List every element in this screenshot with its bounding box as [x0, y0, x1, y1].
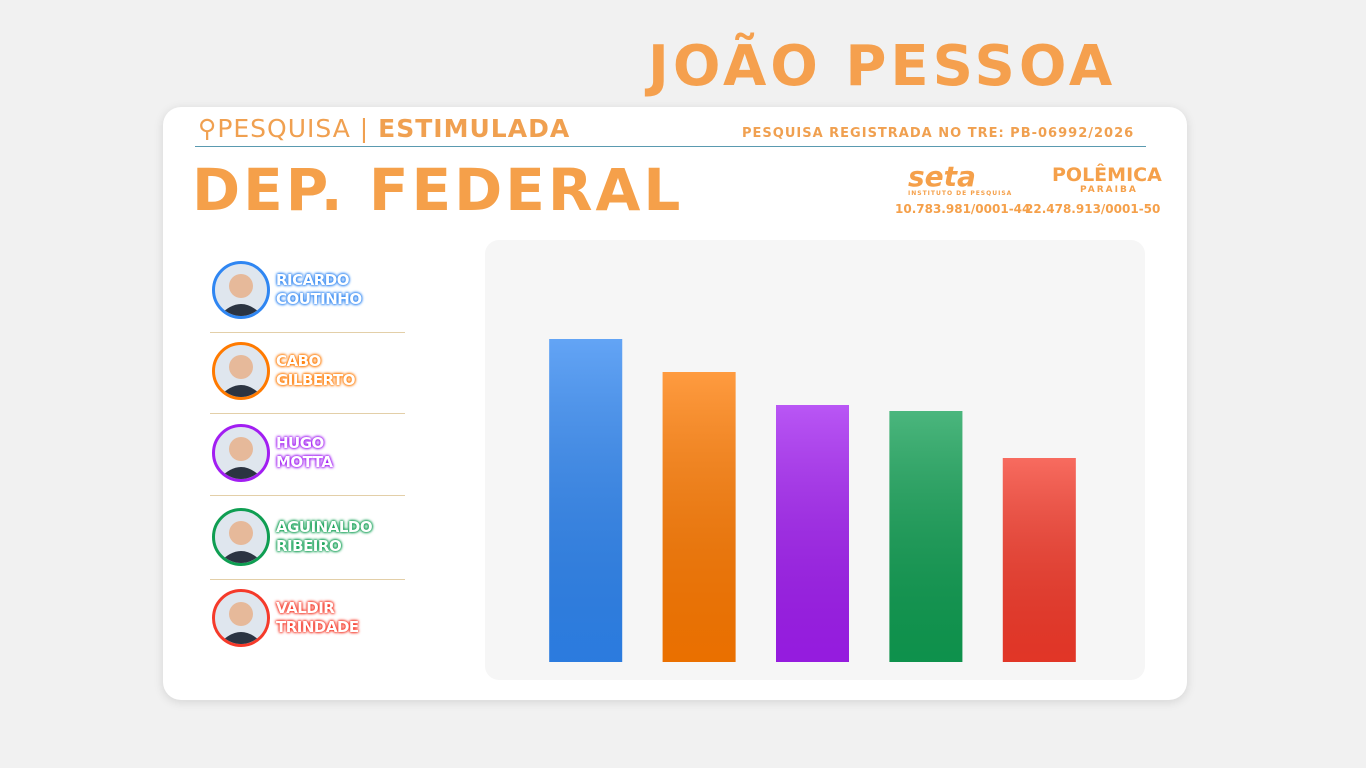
separator [210, 579, 405, 580]
title: JOÃO PESSOA [648, 34, 1117, 99]
bar-shine [889, 411, 963, 662]
face-icon [219, 355, 263, 397]
separator [210, 413, 405, 414]
bar-shine [776, 405, 849, 662]
bar-shine [549, 339, 623, 662]
survey: PESQUISA [217, 114, 351, 143]
office: DEP. FEDERAL [192, 156, 684, 224]
separator [210, 332, 405, 333]
bar-shine [662, 372, 736, 662]
chart [485, 240, 1145, 680]
rule [195, 146, 1146, 147]
candidate-photo [212, 424, 270, 482]
separator [210, 495, 405, 496]
institute-id: 10.783.981/0001-44 [895, 202, 1031, 216]
face-icon [219, 602, 263, 644]
bar-shine [1002, 458, 1076, 662]
institute-logo: seta [908, 160, 976, 193]
face-icon [219, 521, 263, 563]
survey-heading: ⚲PESQUISA | ESTIMULADA [198, 114, 571, 143]
candidate-name: HUGO MOTTA [276, 434, 333, 471]
candidate-photo [212, 589, 270, 647]
candidate-name: VALDIR TRINDADE [276, 599, 359, 636]
candidate-photo [212, 342, 270, 400]
candidate-photo [212, 261, 270, 319]
institute-sub: INSTITUTO DE PESQUISA [908, 190, 1013, 197]
face-icon [219, 274, 263, 316]
candidate-photo [212, 508, 270, 566]
survey-kind: ESTIMULADA [378, 114, 571, 143]
candidate-name: AGUINALDO RIBEIRO [276, 518, 373, 555]
candidate-name: RICARDO COUTINHO [276, 271, 362, 308]
candidate-name: CABO GILBERTO [276, 352, 355, 389]
registration: PESQUISA REGISTRADA NO TRE: PB-06992/202… [742, 126, 1135, 141]
publisher-id: 22.478.913/0001-50 [1025, 202, 1161, 216]
face-icon [219, 437, 263, 479]
publisher-sub: PARAIBA [1080, 185, 1138, 195]
publisher-logo: POLÊMICA [1052, 164, 1162, 186]
